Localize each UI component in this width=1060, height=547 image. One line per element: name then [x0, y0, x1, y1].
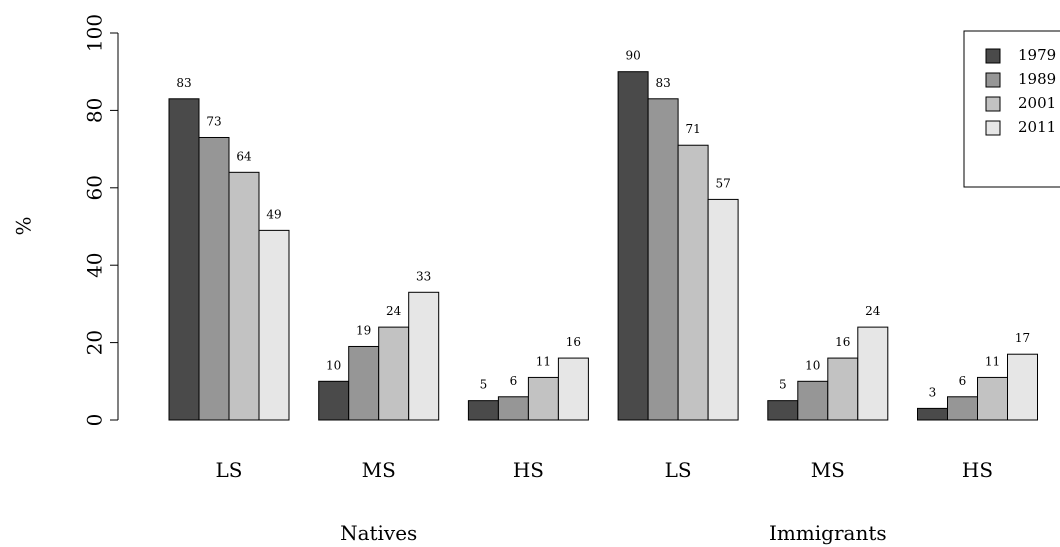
legend-label: 1979 — [1018, 46, 1056, 64]
bar-value-label: 24 — [865, 304, 881, 318]
bar-value-label: 33 — [416, 269, 431, 283]
bar-value-label: 83 — [655, 76, 670, 90]
bar-value-label: 64 — [236, 149, 252, 163]
bar-value-label: 10 — [326, 358, 341, 372]
bar — [168, 98, 200, 421]
bar — [827, 357, 859, 421]
bar — [348, 345, 380, 421]
bar — [497, 396, 529, 421]
legend: 1979 1989 2001 2011 — [963, 30, 1060, 188]
y-axis-label: % — [12, 216, 36, 235]
y-tick-label: 60 — [83, 175, 107, 200]
y-tick-label: 0 — [83, 414, 107, 427]
bar — [977, 376, 1008, 421]
bar-value-label: 5 — [779, 378, 787, 392]
legend-swatch — [985, 48, 1001, 64]
value-labels: 83 73 64 49 10 19 24 33 5 6 11 16 90 83 71 57 5 10 16 24 3 6 1… — [176, 49, 1030, 400]
bar-value-label: 5 — [480, 378, 488, 392]
bar — [857, 326, 889, 421]
legend-label: 2001 — [1018, 94, 1056, 112]
y-tick-label: 80 — [83, 98, 107, 123]
bar — [378, 326, 410, 421]
bar-value-label: 90 — [625, 49, 640, 63]
group-label: Immigrants — [769, 521, 887, 545]
bar — [408, 291, 440, 421]
group-labels: Natives Immigrants — [340, 521, 887, 545]
bar-value-label: 11 — [985, 354, 1000, 368]
bar-value-label: 3 — [929, 385, 937, 399]
bar-value-label: 24 — [386, 304, 402, 318]
bar — [467, 400, 499, 421]
bar — [198, 136, 230, 421]
category-label: HS — [513, 458, 544, 482]
bar — [677, 144, 709, 421]
category-label: HS — [962, 458, 993, 482]
bar — [797, 380, 829, 421]
bar — [228, 171, 260, 421]
y-tick-label: 20 — [83, 330, 107, 355]
bar-value-label: 71 — [685, 122, 700, 136]
bar-value-label: 11 — [536, 354, 551, 368]
bar-value-label: 16 — [566, 335, 581, 349]
bars — [168, 71, 1038, 421]
bar — [707, 198, 739, 421]
bar — [318, 380, 350, 421]
y-tick-label: 100 — [83, 14, 107, 52]
bar-value-label: 73 — [206, 114, 221, 128]
bar — [947, 396, 978, 421]
legend-swatch — [985, 120, 1001, 136]
legend-box — [963, 30, 1060, 188]
bar — [1007, 353, 1038, 421]
bar — [767, 400, 799, 421]
bar-value-label: 10 — [805, 358, 820, 372]
category-label: MS — [362, 458, 396, 482]
legend-swatch — [985, 72, 1001, 88]
y-tick-label: 40 — [83, 252, 107, 277]
legend-label: 2011 — [1018, 118, 1056, 136]
bar-value-label: 17 — [1015, 331, 1030, 345]
category-label: MS — [811, 458, 845, 482]
bar-value-label: 6 — [510, 374, 518, 388]
bar-value-label: 57 — [715, 176, 730, 190]
bar-value-label: 19 — [356, 323, 371, 337]
group-label: Natives — [340, 521, 417, 545]
category-label: LS — [665, 458, 692, 482]
bar — [258, 229, 290, 421]
bar-value-label: 6 — [959, 374, 967, 388]
category-label: LS — [216, 458, 243, 482]
legend-swatch — [985, 96, 1001, 112]
bar — [917, 407, 948, 421]
bar — [527, 376, 559, 421]
y-axis: 0 20 40 60 80 100 — [83, 14, 119, 426]
legend-label: 1989 — [1018, 70, 1056, 88]
bar-value-label: 49 — [266, 207, 281, 221]
bar-value-label: 83 — [176, 76, 191, 90]
bar — [557, 357, 589, 421]
bar-value-label: 16 — [835, 335, 850, 349]
category-labels: LS MS HS LS MS HS — [216, 458, 994, 482]
bar — [647, 98, 679, 421]
bar — [617, 71, 649, 421]
